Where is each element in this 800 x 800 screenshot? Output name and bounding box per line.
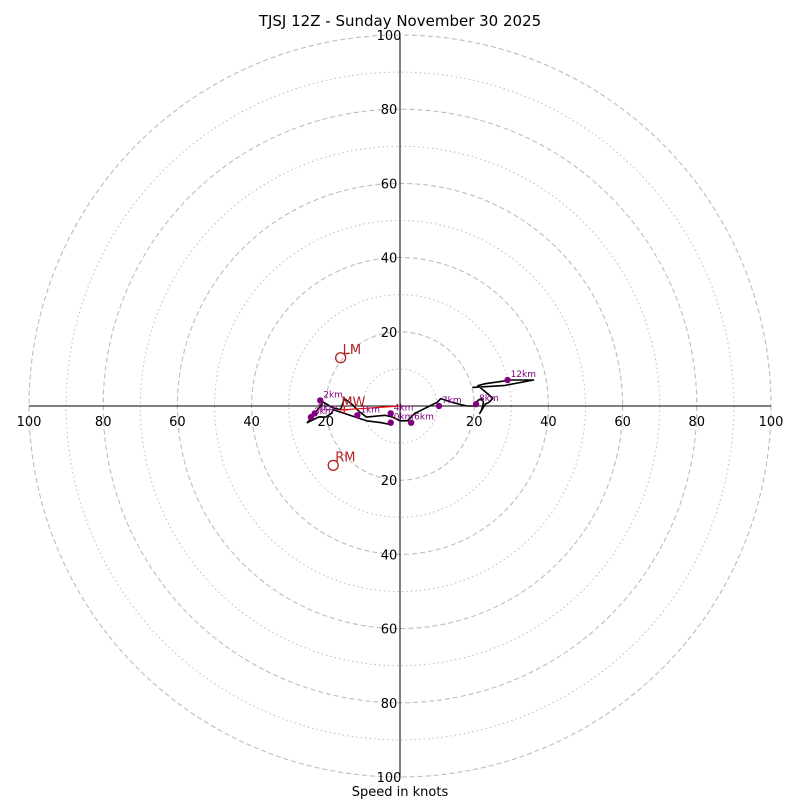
y-tick-label: 20 — [381, 474, 398, 489]
height-marker-label: 3km — [314, 407, 334, 417]
height-marker-label: 0km — [394, 413, 414, 423]
height-marker-point — [504, 376, 511, 384]
y-tick-label: 60 — [381, 623, 398, 638]
y-tick-label: 40 — [381, 252, 398, 267]
x-tick-label: 100 — [17, 415, 42, 430]
y-tick-label: 100 — [377, 29, 402, 44]
height-marker-label: 7km — [442, 396, 462, 406]
storm-motions: LM RM MW — [327, 343, 366, 472]
height-marker-label: 4km — [394, 403, 414, 413]
x-tick-label: 20 — [466, 415, 483, 430]
storm-motion-label: RM — [335, 450, 355, 465]
hodograph-trace — [306, 379, 535, 426]
storm-motion-marker — [334, 352, 347, 364]
x-tick-label: 40 — [540, 415, 557, 430]
height-marker-point — [387, 410, 394, 417]
x-tick-label: 20 — [318, 415, 335, 430]
x-tick-label: 60 — [614, 415, 631, 430]
y-tick-label: 80 — [381, 697, 398, 712]
height-marker-label: 12km — [511, 370, 536, 380]
height-marker-point — [387, 419, 394, 426]
height-marker-label: 5km — [318, 403, 338, 413]
height-marker-label: 1km — [360, 405, 380, 415]
y-tick-label: 80 — [381, 103, 398, 118]
height-marker-point — [354, 412, 361, 419]
height-marker-point — [317, 397, 324, 404]
height-marker-point — [472, 400, 480, 408]
y-tick-label: 60 — [381, 177, 398, 192]
storm-motion-label: LM — [343, 343, 361, 358]
x-tick-label: 80 — [95, 415, 112, 430]
height-marker-point — [311, 410, 318, 417]
y-tick-label: 40 — [381, 548, 398, 563]
tick-labels: 100 80 60 40 20 20 40 60 80 100 100 80 60 40 20 20 40 60 8… — [17, 29, 784, 786]
x-axis-label: Speed in knots — [352, 785, 449, 800]
height-markers: 0km 1km 2km 3km 4km 5km 6km 7km 8km 12km — [307, 370, 536, 426]
height-marker-label: 2km — [323, 390, 343, 400]
x-tick-label: 100 — [759, 415, 784, 430]
y-tick-label: 100 — [377, 771, 402, 786]
storm-motion-marker — [327, 459, 339, 472]
x-tick-label: 80 — [689, 415, 706, 430]
shear-vector — [344, 405, 401, 411]
chart-title: TJSJ 12Z - Sunday November 30 2025 — [258, 12, 541, 30]
height-marker-point — [407, 419, 415, 426]
y-tick-label: 20 — [381, 326, 398, 341]
wind-trace-line — [306, 379, 535, 426]
x-tick-label: 40 — [243, 415, 260, 430]
height-marker-label: 8km — [479, 394, 499, 404]
mean-wind-label: MW — [341, 396, 365, 411]
height-marker-label: 6km — [414, 413, 434, 423]
x-tick-label: 60 — [169, 415, 186, 430]
height-marker-point — [435, 402, 443, 410]
